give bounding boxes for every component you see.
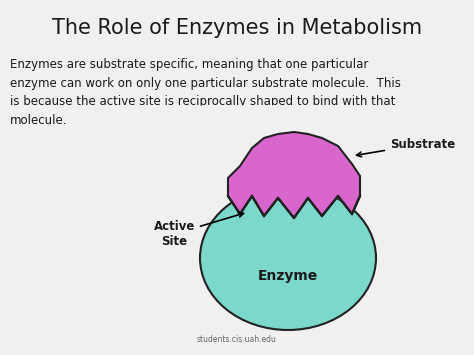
Text: Enzyme: Enzyme (258, 269, 318, 283)
Polygon shape (228, 106, 360, 218)
Text: Active
Site: Active Site (154, 212, 244, 248)
Text: students.cis.uah.edu: students.cis.uah.edu (197, 335, 277, 344)
Text: Enzymes are substrate specific, meaning that one particular
enzyme can work on o: Enzymes are substrate specific, meaning … (10, 58, 401, 126)
Text: The Role of Enzymes in Metabolism: The Role of Enzymes in Metabolism (52, 18, 422, 38)
Polygon shape (130, 106, 228, 201)
Polygon shape (360, 106, 440, 201)
Ellipse shape (200, 186, 376, 330)
Polygon shape (228, 132, 360, 218)
Text: Substrate: Substrate (356, 137, 455, 157)
